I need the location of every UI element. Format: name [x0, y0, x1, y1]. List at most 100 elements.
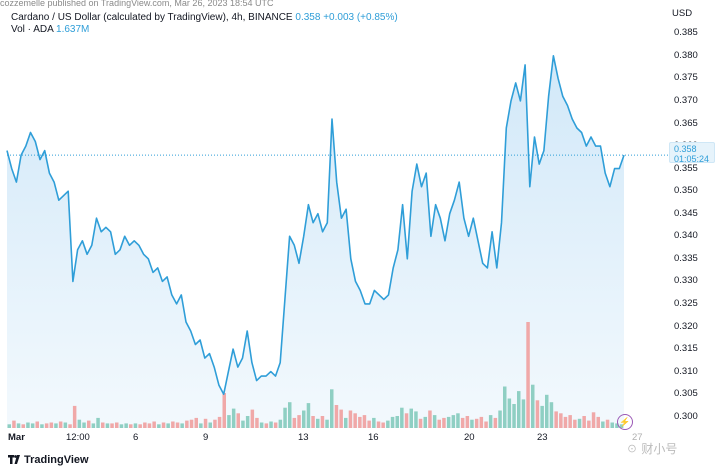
volume-bar [82, 422, 86, 428]
volume-bar [540, 405, 544, 428]
volume-bar [545, 394, 549, 428]
volume-bar [63, 422, 68, 428]
volume-bar [147, 423, 152, 428]
volume-bar [344, 417, 348, 428]
volume-bar [12, 420, 16, 428]
volume-bar [138, 424, 142, 428]
volume-bar [549, 402, 554, 428]
time-tick-label: 6 [133, 432, 139, 443]
volume-bar [330, 389, 334, 428]
volume-bar [372, 417, 376, 428]
volume-bar [488, 415, 493, 428]
volume-bar [236, 413, 240, 428]
volume-bar [512, 404, 516, 428]
volume-bar [418, 418, 423, 428]
volume-legend: Vol · ADA 1.637M [11, 24, 89, 35]
current-price-value: 0.358 [674, 144, 697, 154]
volume-bar [423, 416, 427, 428]
volume-bar [129, 424, 133, 428]
price-tick-label: 0.310 [674, 365, 698, 377]
volume-bar [479, 416, 484, 428]
volume-bar [381, 422, 385, 428]
volume-bar [245, 416, 250, 428]
volume-bar [446, 416, 451, 428]
volume-bar [44, 423, 49, 428]
volume-bar [297, 415, 301, 428]
volume-bar [386, 420, 390, 428]
volume-bar [250, 409, 255, 428]
volume-bar [16, 423, 21, 428]
volume-bar [587, 420, 591, 428]
volume-bar [526, 322, 530, 428]
volume-bar [180, 423, 184, 428]
price-tick-label: 0.320 [674, 320, 698, 332]
volume-bar [521, 399, 526, 428]
volume-bar [133, 423, 138, 428]
price-tick-label: 0.370 [674, 94, 698, 106]
price-tick-label: 0.355 [674, 162, 698, 174]
volume-bar [259, 422, 264, 428]
price-tick-label: 0.375 [674, 72, 698, 84]
volume-bar [143, 422, 147, 428]
volume-bar [185, 420, 189, 428]
volume-bar [404, 413, 409, 428]
volume-bar [171, 421, 175, 428]
price-tick-label: 0.335 [674, 252, 698, 264]
volume-bar [573, 419, 577, 428]
volume-bar [615, 423, 619, 428]
volume-bar [605, 419, 610, 428]
price-tick-label: 0.380 [674, 49, 698, 61]
volume-bar [7, 424, 11, 428]
volume-bar [517, 391, 521, 428]
price-tick-label: 0.305 [674, 388, 698, 400]
volume-bar [87, 420, 91, 428]
price-tick-label: 0.300 [674, 410, 698, 422]
volume-bar [21, 424, 25, 428]
symbol-legend: Cardano / US Dollar (calculated by Tradi… [11, 11, 398, 24]
time-tick-label: 9 [203, 432, 209, 443]
volume-bar [105, 423, 110, 428]
time-tick-label: 16 [368, 432, 379, 443]
volume-bar [68, 424, 72, 428]
volume-bar [390, 416, 395, 428]
time-tick-label: 27 [632, 432, 643, 443]
volume-bar [203, 418, 208, 428]
price-tick-label: 0.385 [674, 27, 698, 39]
volume-bar [531, 384, 535, 428]
price-tick-label: 0.345 [674, 207, 698, 219]
volume-bar [119, 424, 124, 428]
volume-bar [91, 423, 96, 428]
volume-bar [30, 423, 35, 428]
volume-bar [358, 416, 362, 428]
price-tick-label: 0.330 [674, 275, 698, 287]
volume-bar [409, 408, 413, 428]
time-tick-label: 13 [298, 432, 309, 443]
bar-countdown: 01:05:24 [674, 154, 710, 164]
price-line [6, 55, 625, 395]
price-tick-label: 0.365 [674, 117, 698, 129]
volume-bar [40, 424, 44, 428]
volume-bar [227, 415, 231, 428]
volume-bar [175, 422, 180, 428]
volume-bar [348, 410, 353, 428]
price-tick-label: 0.315 [674, 343, 698, 355]
volume-bar [414, 411, 418, 428]
volume-bar [77, 419, 82, 428]
time-tick-label: 23 [537, 432, 548, 443]
volume-bar [292, 417, 297, 428]
price-area [7, 55, 624, 429]
price-tick-label: 0.340 [674, 230, 698, 242]
volume-bar [96, 417, 100, 428]
volume-bar [465, 416, 470, 428]
volume-bar [58, 421, 63, 428]
tradingview-logo[interactable]: TradingView [8, 454, 89, 466]
time-tick-label: 20 [464, 432, 475, 443]
volume-bar [503, 386, 507, 428]
published-info: cozzemelle published on TradingView.com,… [0, 0, 274, 8]
symbol-description: Cardano / US Dollar (calculated by Tradi… [11, 12, 293, 23]
volume-bar [26, 422, 30, 428]
volume-bar [451, 415, 456, 428]
lightning-icon[interactable]: ⚡ [617, 414, 633, 430]
volume-bar [161, 422, 166, 428]
